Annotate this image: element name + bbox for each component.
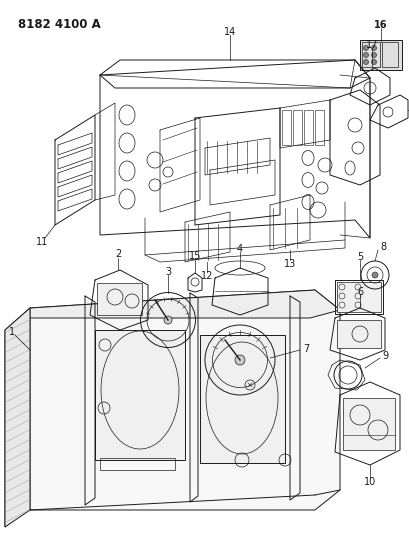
Text: 13: 13 — [283, 259, 295, 269]
Bar — [95, 330, 184, 460]
Bar — [359, 40, 401, 70]
Circle shape — [371, 52, 375, 58]
Polygon shape — [5, 308, 30, 527]
Polygon shape — [30, 290, 339, 510]
Circle shape — [371, 60, 375, 64]
Bar — [100, 458, 175, 470]
Polygon shape — [30, 290, 339, 318]
Circle shape — [363, 60, 368, 64]
Circle shape — [234, 355, 245, 365]
Text: 8: 8 — [379, 242, 385, 252]
Text: 9: 9 — [381, 351, 387, 361]
Bar — [361, 42, 379, 67]
Text: 6: 6 — [356, 287, 362, 297]
Bar — [342, 398, 394, 450]
Bar — [314, 110, 323, 145]
Text: 4: 4 — [236, 244, 243, 254]
Bar — [336, 282, 380, 312]
Text: 10: 10 — [363, 477, 375, 487]
Bar — [200, 335, 284, 463]
Text: 1: 1 — [9, 327, 15, 337]
Bar — [334, 280, 382, 314]
Text: 2: 2 — [115, 249, 121, 259]
Text: 5: 5 — [356, 252, 362, 262]
Text: 12: 12 — [200, 271, 213, 281]
Circle shape — [371, 45, 375, 51]
Text: 3: 3 — [164, 267, 171, 277]
Text: 17: 17 — [365, 40, 377, 50]
Circle shape — [164, 316, 172, 324]
Bar — [336, 320, 380, 348]
Bar — [381, 42, 397, 67]
Polygon shape — [5, 308, 30, 527]
Bar — [97, 283, 142, 315]
Bar — [281, 110, 290, 145]
Text: 16: 16 — [373, 20, 387, 30]
Bar — [292, 110, 301, 145]
Circle shape — [371, 272, 377, 278]
Bar — [303, 110, 312, 145]
Text: 14: 14 — [223, 27, 236, 37]
Text: 11: 11 — [36, 237, 48, 247]
Text: 8182 4100 A: 8182 4100 A — [18, 18, 101, 31]
Circle shape — [363, 45, 368, 51]
Text: 7: 7 — [302, 344, 308, 354]
Circle shape — [363, 52, 368, 58]
Text: 15: 15 — [189, 251, 201, 261]
